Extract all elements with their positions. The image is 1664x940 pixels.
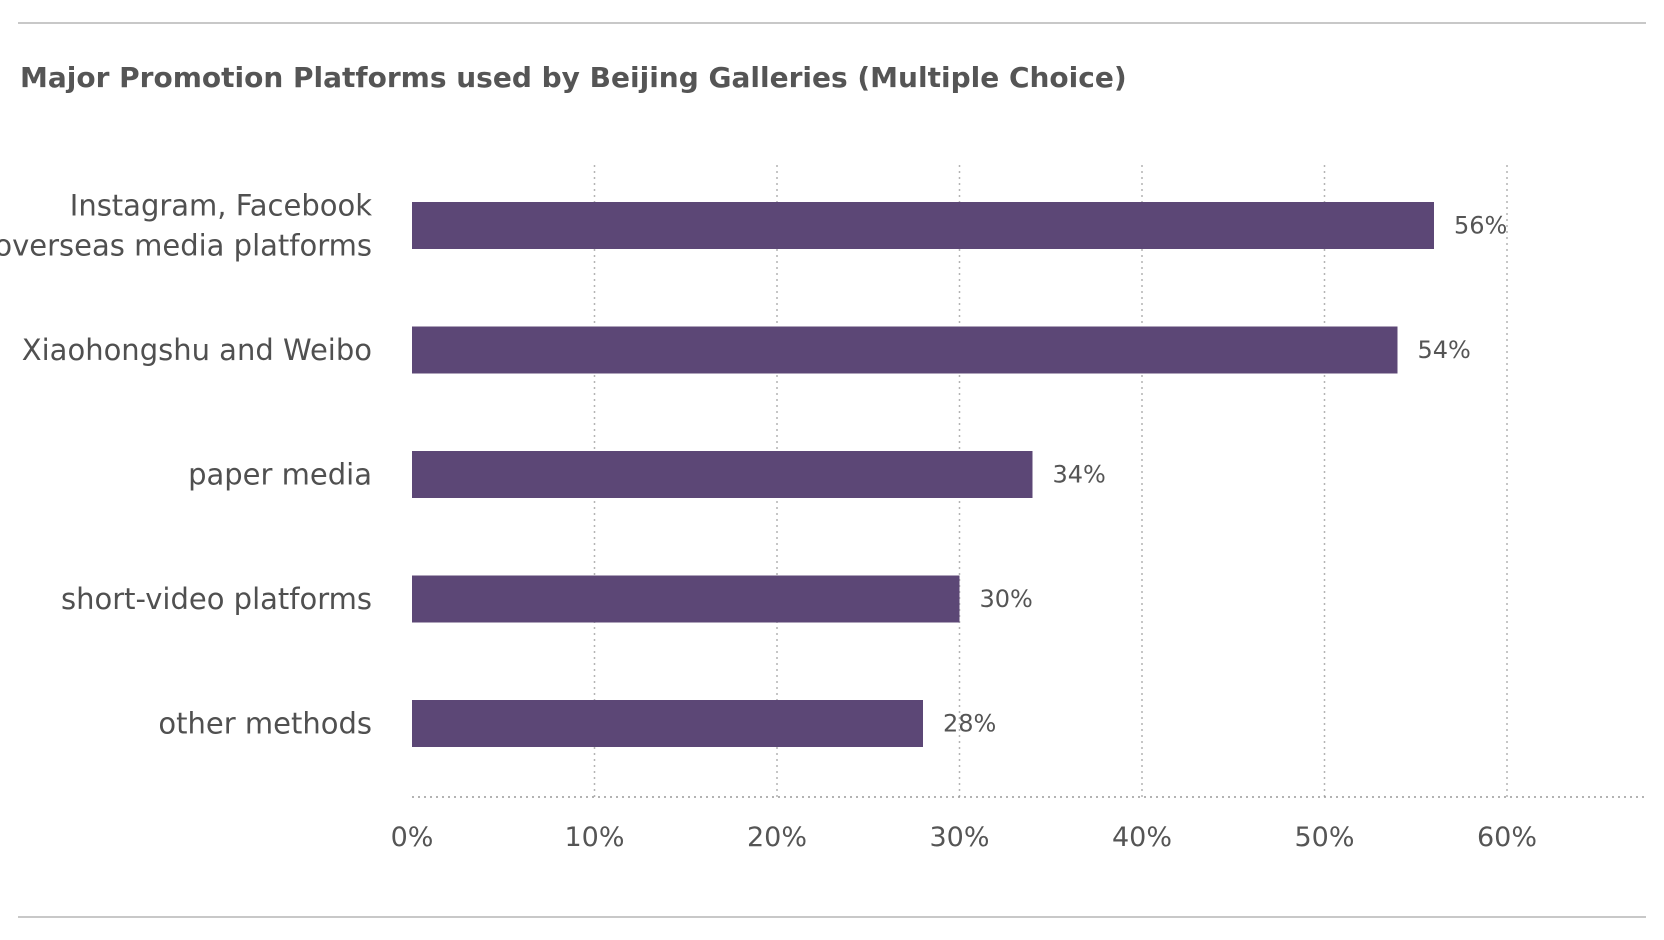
x-tick-label: 10% <box>564 822 624 853</box>
value-labels: 56% 54% 34% 30% 28% <box>943 212 1507 738</box>
bar <box>412 202 1434 249</box>
x-tick-label: 40% <box>1112 822 1172 853</box>
bar <box>412 575 960 623</box>
category-label: Instagram, Facebook overseas media platfo… <box>0 189 372 263</box>
category-label: other methods <box>158 707 372 741</box>
value-label: 54% <box>1418 336 1471 364</box>
value-label: 30% <box>980 585 1033 613</box>
x-axis-tick-labels: 0% 10% 20% 30% 40% 50% 60% <box>391 822 1537 853</box>
x-tick-label: 20% <box>747 822 807 853</box>
value-label: 34% <box>1053 461 1106 489</box>
value-label: 56% <box>1454 212 1507 240</box>
x-tick-label: 50% <box>1294 822 1354 853</box>
category-labels: Instagram, Facebook overseas media platfo… <box>0 189 372 741</box>
bars <box>412 202 1434 747</box>
category-label: short-video platforms <box>61 582 372 616</box>
category-label: paper media <box>188 458 372 492</box>
value-label: 28% <box>943 710 996 738</box>
bar <box>412 451 1033 498</box>
category-label: Xiaohongshu and Weibo <box>22 333 372 367</box>
x-tick-label: 30% <box>929 822 989 853</box>
chart-title: Major Promotion Platforms used by Beijin… <box>20 61 1127 94</box>
bar <box>412 700 923 747</box>
x-tick-label: 0% <box>391 822 434 853</box>
x-tick-label: 60% <box>1477 822 1537 853</box>
gridlines <box>412 165 1646 798</box>
bar <box>412 326 1398 374</box>
